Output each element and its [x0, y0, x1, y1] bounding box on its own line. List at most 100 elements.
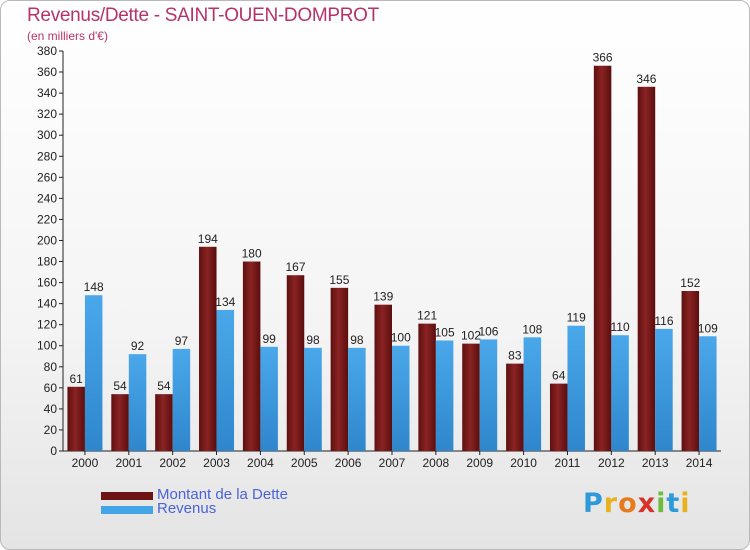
data-label-debt: 366: [593, 51, 613, 65]
x-tick-label: 2010: [510, 456, 537, 470]
data-label-debt: 54: [157, 379, 171, 393]
bar-revenue: [392, 345, 410, 451]
y-tick-label: 380: [37, 44, 57, 58]
data-label-debt: 102: [461, 329, 481, 343]
y-tick-label: 80: [44, 360, 58, 374]
logo-letter: P: [583, 488, 604, 519]
bar-debt: [506, 363, 524, 451]
x-tick-label: 2013: [642, 456, 669, 470]
data-label-revenue: 134: [215, 295, 235, 309]
data-label-revenue: 109: [698, 321, 718, 335]
data-label-revenue: 110: [611, 320, 630, 334]
data-label-debt: 61: [70, 372, 84, 386]
data-label-debt: 180: [242, 247, 262, 261]
data-label-revenue: 106: [478, 324, 498, 338]
bar-debt: [67, 386, 85, 451]
x-tick-label: 2001: [115, 456, 142, 470]
data-label-debt: 83: [508, 349, 522, 363]
x-tick-label: 2003: [203, 456, 230, 470]
bar-revenue: [348, 347, 366, 451]
x-tick-label: 2006: [335, 456, 362, 470]
bar-debt: [549, 383, 568, 451]
x-tick-label: 2009: [466, 456, 493, 470]
y-tick-label: 40: [44, 402, 58, 416]
bar-debt: [462, 343, 480, 451]
chart-subtitle: (en milliers d'€): [27, 29, 108, 43]
data-label-debt: 64: [552, 369, 566, 383]
data-label-debt: 139: [373, 290, 393, 304]
x-tick-label: 2002: [159, 456, 186, 470]
data-label-revenue: 108: [522, 322, 542, 336]
bar-revenue: [260, 346, 278, 451]
data-label-revenue: 98: [350, 333, 364, 347]
bar-debt: [199, 246, 217, 451]
y-tick-label: 120: [37, 318, 57, 332]
logo-letter: i: [656, 488, 667, 519]
legend-label-debt: Montant de la Dette: [157, 486, 288, 503]
y-tick-label: 0: [50, 444, 57, 458]
y-tick-label: 260: [37, 170, 57, 184]
data-label-revenue: 100: [391, 331, 411, 345]
proxiti-logo: Proxiti: [583, 488, 691, 519]
bar-debt: [330, 287, 349, 451]
y-tick-label: 180: [37, 255, 57, 269]
y-tick-label: 200: [37, 233, 57, 247]
bar-revenue: [435, 340, 454, 451]
data-label-debt: 194: [198, 232, 218, 246]
bar-revenue: [567, 325, 585, 451]
y-tick-label: 20: [44, 423, 58, 437]
bar-debt: [286, 275, 305, 451]
data-label-debt: 121: [417, 309, 437, 323]
bar-revenue: [611, 335, 629, 451]
y-tick-label: 240: [37, 191, 57, 205]
y-tick-label: 340: [37, 86, 57, 100]
data-label-debt: 346: [636, 72, 656, 86]
logo-letter: r: [603, 488, 619, 519]
logo-letter: t: [666, 488, 681, 519]
bar-debt: [374, 304, 392, 451]
data-label-revenue: 97: [175, 334, 189, 348]
chart-title: Revenus/Dette - SAINT-OUEN-DOMPROT: [27, 5, 379, 26]
y-tick-label: 220: [37, 212, 57, 226]
y-tick-label: 60: [44, 381, 58, 395]
x-tick-label: 2007: [379, 456, 406, 470]
data-label-debt: 155: [329, 273, 349, 287]
x-tick-label: 2000: [72, 456, 99, 470]
logo-letter: x: [637, 488, 657, 519]
logo-letter: i: [680, 488, 691, 519]
y-tick-label: 160: [37, 276, 57, 290]
y-tick-label: 100: [37, 339, 57, 353]
bar-debt: [681, 291, 700, 451]
data-label-revenue: 92: [131, 339, 145, 353]
data-label-revenue: 105: [435, 325, 455, 339]
x-tick-label: 2008: [423, 456, 450, 470]
x-tick-label: 2014: [686, 456, 713, 470]
y-tick-label: 320: [37, 107, 57, 121]
y-tick-label: 140: [37, 297, 57, 311]
y-tick-label: 360: [37, 65, 57, 79]
bar-revenue: [479, 339, 498, 451]
data-label-revenue: 119: [567, 311, 586, 325]
bar-debt: [418, 323, 436, 451]
x-tick-label: 2005: [291, 456, 318, 470]
data-label-debt: 152: [680, 276, 700, 290]
x-tick-label: 2011: [555, 456, 581, 470]
bar-revenue: [172, 348, 191, 451]
bar-debt: [155, 394, 173, 451]
logo-letter: o: [618, 488, 638, 519]
bar-revenue: [304, 347, 322, 451]
bar-revenue: [216, 309, 235, 451]
bar-revenue: [655, 328, 673, 451]
bar-revenue: [699, 336, 717, 451]
data-label-revenue: 98: [306, 333, 320, 347]
bar-revenue: [128, 354, 147, 451]
bar-debt: [637, 86, 656, 451]
bar-debt: [593, 65, 612, 451]
bar-debt: [111, 394, 129, 451]
bar-revenue: [84, 295, 103, 451]
data-label-revenue: 148: [84, 280, 104, 294]
bar-revenue: [523, 337, 542, 451]
y-tick-label: 300: [37, 128, 57, 142]
